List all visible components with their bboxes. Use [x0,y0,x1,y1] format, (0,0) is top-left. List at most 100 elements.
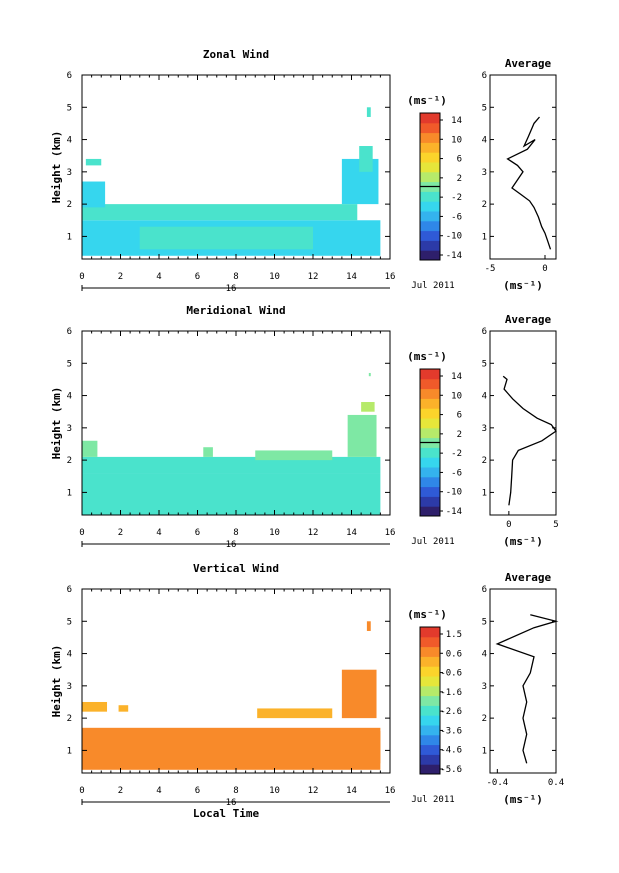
y-axis-label: Height (km) [50,131,63,204]
colorbar-tick-label: 10 [451,391,462,401]
x-tick-label: 10 [269,528,280,538]
date-label: Jul 2011 [411,795,454,805]
chart-title: Zonal Wind [203,48,269,61]
date-label: Jul 2011 [411,537,454,547]
profile-frame [489,74,557,260]
colorbar-frame [419,626,441,775]
colorbar-tick-label: -3.6 [440,726,462,736]
colorbar-swatch [420,754,440,765]
y-tick-label: 2 [67,200,72,210]
profile-line [495,614,559,764]
colorbar-tick-label: -10 [446,232,462,242]
colorbar-tick-label: -6 [451,468,462,478]
x-tick-label: 10 [269,786,280,796]
colorbar-tick-label: -2 [451,449,462,459]
x-tick-label: 8 [233,272,238,282]
y-tick-label: 4 [67,392,72,402]
profile-frame [489,330,557,516]
colorbar-swatch [420,418,440,429]
colorbar-swatch [420,191,440,202]
profile-line [502,375,557,506]
profile-y-tick-label: 3 [482,682,487,692]
field-cell [82,473,381,515]
profile-y-tick-label: 3 [482,424,487,434]
field-cell [257,708,333,719]
day-label: 16 [226,798,237,808]
colorbar-unit: (ms⁻¹) [407,608,447,621]
profile-y-tick-label: 6 [482,585,487,595]
x-tick-label: 0 [79,272,84,282]
field-cell [82,204,358,221]
chart-title: Vertical Wind [193,562,279,575]
colorbar-tick-label: -0.6 [440,669,462,679]
colorbar-swatch [420,656,440,667]
colorbar-swatch [420,715,440,726]
field-cell [85,158,102,166]
colorbar-swatch [420,467,440,478]
x-tick-label: 6 [195,786,200,796]
profile-y-tick-label: 3 [482,168,487,178]
x-tick-label: 12 [308,786,319,796]
profile-x-label: (ms⁻¹) [503,535,543,548]
colorbar-tick-label: 6 [457,411,462,421]
colorbar-swatch [420,457,440,468]
profile-x-tick-label: 5 [553,520,558,530]
colorbar-unit: (ms⁻¹) [407,94,447,107]
profile-y-tick-label: 2 [482,714,487,724]
field-cell [368,372,371,377]
colorbar-tick-label: 1.5 [446,630,462,640]
colorbar-swatch [420,676,440,687]
field-cell [366,621,371,631]
y-tick-label: 3 [67,682,72,692]
chart-title: Meridional Wind [186,304,285,317]
profile-x-tick-label: 0 [542,264,547,274]
profile-x-tick-label: -5 [485,264,496,274]
colorbar-swatch [420,171,440,183]
y-axis-label: Height (km) [50,645,63,718]
profile-frame [489,588,557,774]
profile-x-tick-label: 0.4 [548,778,564,788]
colorbar-tick-label: -1.6 [440,688,462,698]
day-label: 16 [226,540,237,550]
x-tick-label: 6 [195,528,200,538]
colorbar-swatch [420,646,440,657]
x-tick-label: 14 [346,528,357,538]
x-tick-label: 12 [308,528,319,538]
colorbar-swatch [420,220,440,232]
colorbar-swatch [420,388,440,399]
colorbar-swatch [420,240,440,251]
profile-y-tick-label: 4 [482,650,487,660]
colorbar-swatch [420,162,440,173]
x-tick-label: 12 [308,272,319,282]
profile-y-tick-label: 2 [482,200,487,210]
y-tick-label: 4 [67,650,72,660]
colorbar-swatch [420,486,440,497]
profile-y-tick-label: 1 [482,488,487,498]
x-tick-label: 4 [156,528,161,538]
x-tick-label: 14 [346,786,357,796]
colorbar-swatch [420,122,440,134]
profile-y-tick-label: 6 [482,71,487,81]
colorbar-swatch [420,250,440,261]
colorbar-tick-label: -4.6 [440,746,462,756]
colorbar-swatch [420,705,440,716]
colorbar-tick-label: 2 [457,174,462,184]
colorbar-swatch [420,627,440,638]
colorbar-swatch [420,666,440,677]
profile-y-tick-label: 1 [482,746,487,756]
colorbar-swatch [420,408,440,419]
field-cell [82,181,106,208]
x-tick-label: 16 [385,272,396,282]
x-tick-label: 0 [79,786,84,796]
colorbar-swatch [420,369,440,380]
field-cell [347,414,377,457]
field-cell [361,402,375,412]
colorbar-swatch [420,378,440,390]
x-tick-label: 16 [385,786,396,796]
y-tick-label: 1 [67,488,72,498]
y-tick-label: 6 [67,327,72,337]
x-tick-label: 14 [346,272,357,282]
